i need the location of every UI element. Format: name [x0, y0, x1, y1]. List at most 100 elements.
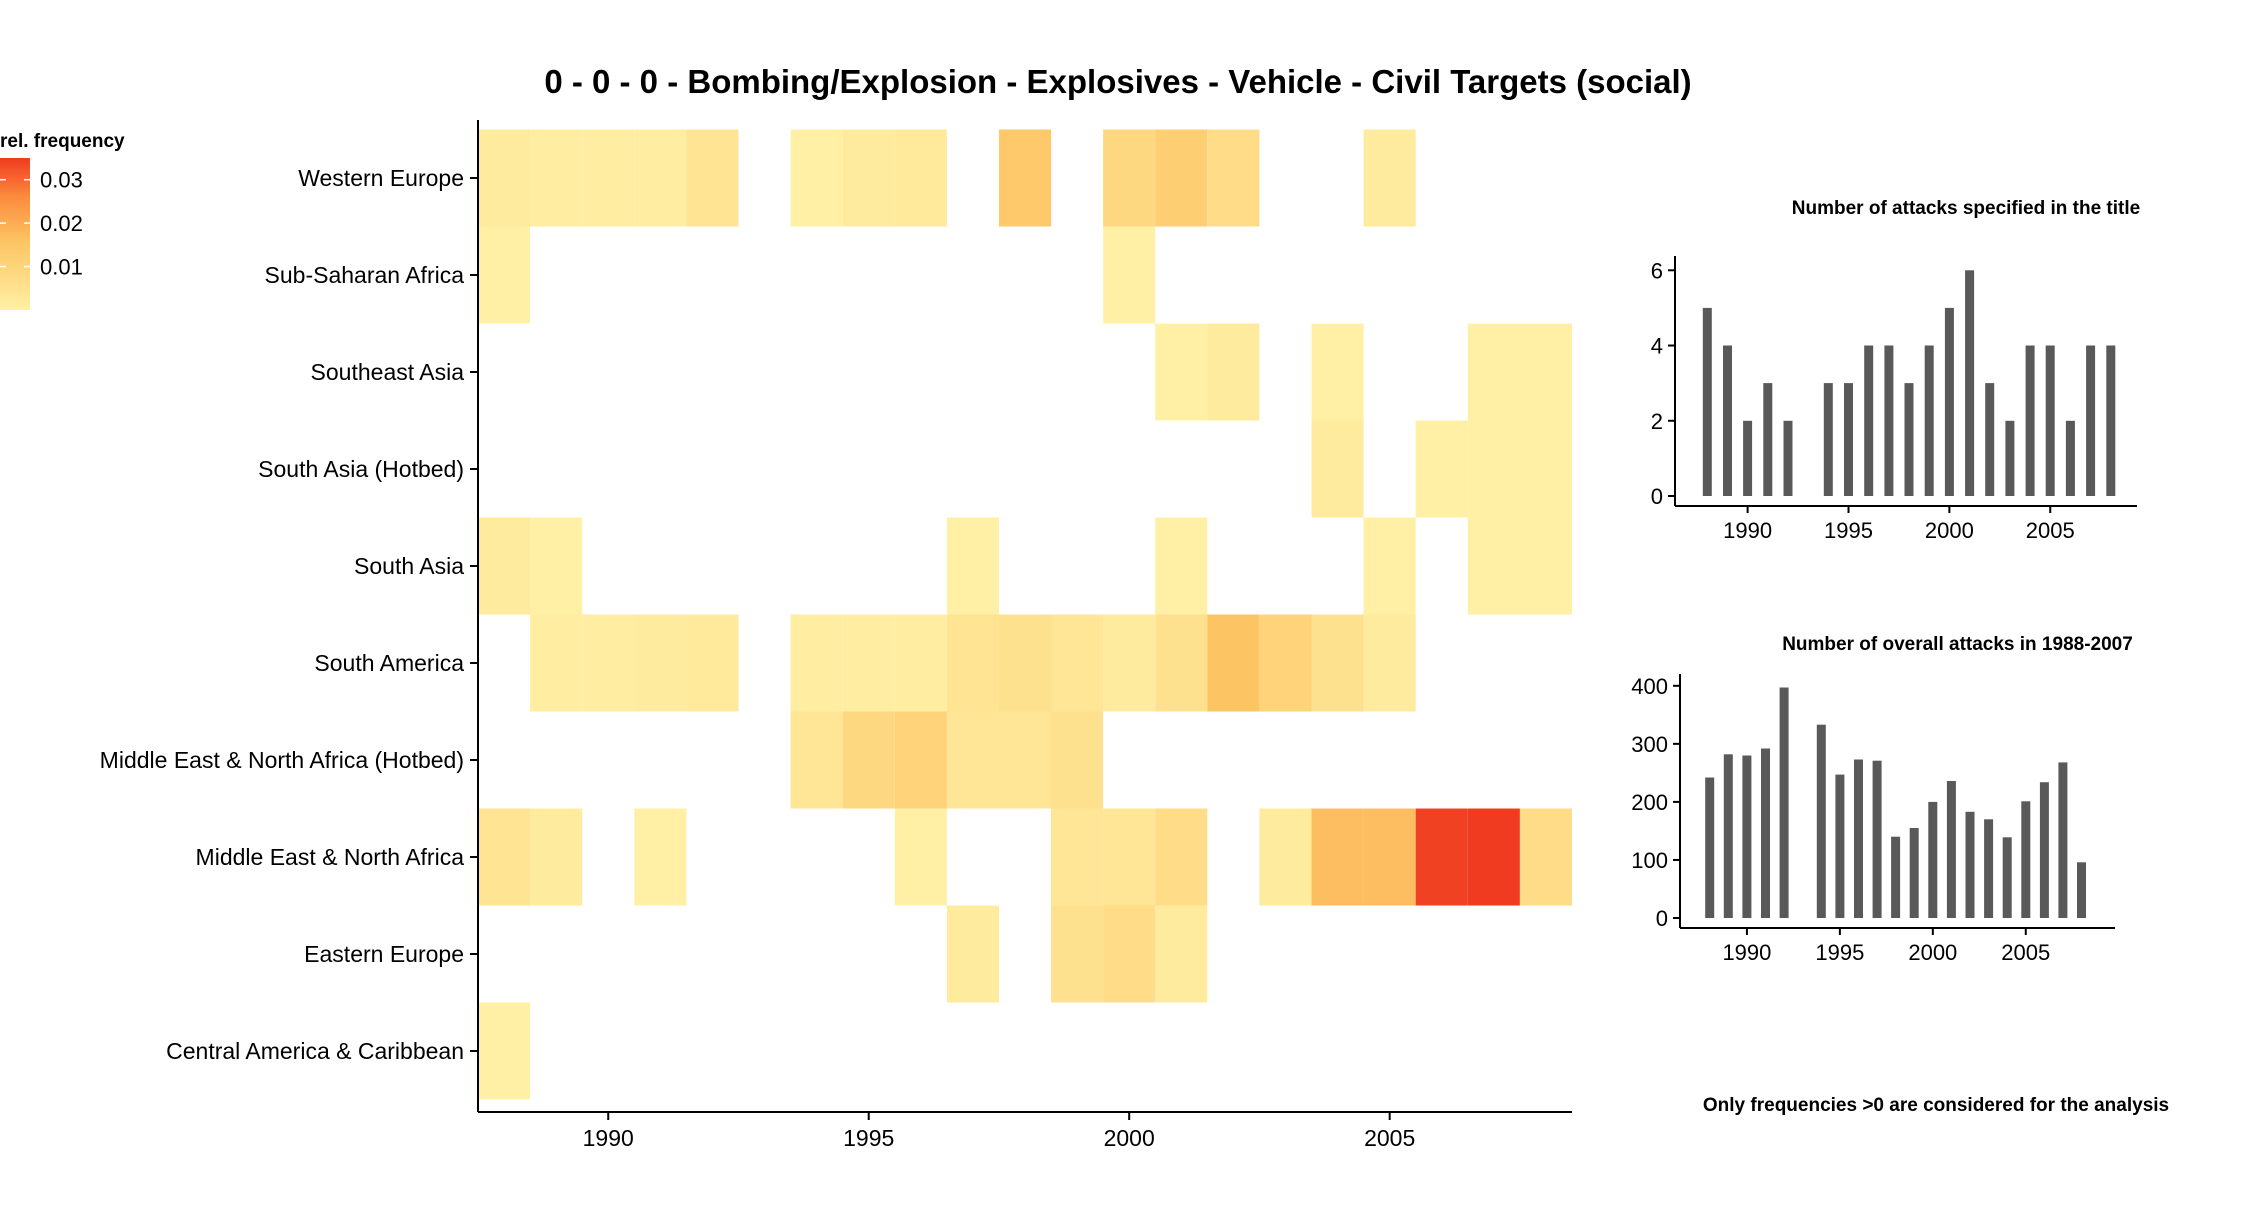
heatmap-cell: Southeast Asia 2002	[1207, 323, 1260, 421]
heatmap-cell: South America 1996	[894, 614, 947, 712]
legend-tick-label: 0.02	[40, 211, 83, 236]
heatmap-cell: Western Europe 2001	[1155, 129, 1208, 227]
region-label: Western Europe	[298, 165, 464, 191]
region-label: Middle East & North Africa	[196, 844, 465, 870]
heatmap-cell: Middle East & North Africa (Hotbed) 1997	[946, 711, 999, 809]
region-label: South America	[314, 650, 464, 676]
bar: 1994: 333	[1816, 724, 1826, 918]
heatmap-cell: Sub-Saharan Africa 1988	[478, 226, 531, 324]
legend: rel. frequency 0.01 0.02 0.03	[0, 131, 125, 310]
heatmap-cell: South America 1995	[842, 614, 895, 712]
bar: 1988: 242	[1705, 777, 1715, 918]
heatmap-cell: South Asia 1997	[946, 517, 999, 615]
heatmap-cell: Middle East & North Africa (Hotbed) 1998	[999, 711, 1052, 809]
bar: 1997: 4	[1884, 345, 1894, 496]
bar-chart-y-tick-label: 0	[1656, 906, 1668, 931]
legend-tick-label: 0.01	[40, 255, 83, 280]
heatmap-cell: Middle East & North Africa 1996	[894, 808, 947, 906]
heatmap-cell: Middle East & North Africa (Hotbed) 1996	[894, 711, 947, 809]
bar-chart-attacks-specified: Number of attacks specified in the title…	[1651, 198, 2140, 543]
heatmap-cell: Western Europe 1995	[842, 129, 895, 227]
bar-chart-y-tick-label: 100	[1631, 848, 1668, 873]
heatmap-cell: South America 1989	[530, 614, 583, 712]
bar: 1996: 4	[1864, 345, 1874, 496]
heatmap-cell: Southeast Asia 2001	[1155, 323, 1208, 421]
heatmap-cell: South Asia 2008	[1519, 517, 1572, 615]
region-label: Southeast Asia	[311, 359, 465, 385]
bar: 1989: 282	[1723, 754, 1733, 918]
bar: 1991: 3	[1763, 383, 1773, 496]
heatmap-cell: Middle East & North Africa 2007	[1467, 808, 1520, 906]
bar: 1999: 4	[1924, 345, 1934, 496]
bar: 2004: 139	[2002, 837, 2012, 918]
bar: 2008: 96	[2077, 862, 2086, 918]
bar-chart-x-tick-label: 1995	[1824, 518, 1873, 543]
heatmap-cell: Southeast Asia 2004	[1311, 323, 1364, 421]
x-tick-label: 1990	[583, 1125, 634, 1151]
heatmap-cell: South Asia 2007	[1467, 517, 1520, 615]
bar: 1989: 4	[1723, 345, 1732, 496]
heatmap-cell: Middle East & North Africa 2008	[1519, 808, 1572, 906]
bar: 2002: 3	[1985, 383, 1995, 496]
x-tick-label: 2000	[1104, 1125, 1155, 1151]
legend-title: rel. frequency	[0, 131, 125, 152]
heatmap-cell: Middle East & North Africa 2006	[1415, 808, 1468, 906]
heatmap-cell: South America 1997	[946, 614, 999, 712]
heatmap-cell: South Asia 1988	[478, 517, 531, 615]
heatmap-cell: Middle East & North Africa 2004	[1311, 808, 1364, 906]
bar-chart-x-tick-label: 1990	[1723, 518, 1772, 543]
heatmap-title: 0 - 0 - 0 - Bombing/Explosion - Explosiv…	[544, 63, 1691, 100]
bar: 1988: 5	[1702, 307, 1712, 496]
region-label: Eastern Europe	[304, 941, 464, 967]
bar: 1995: 247	[1835, 774, 1845, 918]
heatmap-cell: Central America & Caribbean 1988	[478, 1002, 531, 1100]
bar: 2006: 234	[2039, 782, 2049, 918]
heatmap-cell: Middle East & North Africa 1999	[1051, 808, 1104, 906]
heatmap-cell: Western Europe 1990	[582, 129, 635, 227]
heatmap-cell: South America 1990	[582, 614, 635, 712]
bar-chart-overall-attacks: Number of overall attacks in 1988-2007 19…	[1631, 634, 2133, 965]
bar: 1990: 280	[1742, 755, 1752, 918]
bar-chart-y-tick-label: 6	[1651, 258, 1663, 283]
heatmap-cell: Western Europe 1998	[999, 129, 1052, 227]
heatmap: 0 - 0 - 0 - Bombing/Explosion - Explosiv…	[100, 63, 1692, 1151]
bar: 2000: 200	[1928, 801, 1938, 918]
bar: 1996: 273	[1854, 759, 1863, 918]
heatmap-cell: South Asia 1989	[530, 517, 583, 615]
bar: 1997: 271	[1872, 760, 1882, 918]
heatmap-cell: South America 1994	[790, 614, 843, 712]
heatmap-cell: Western Europe 1989	[530, 129, 583, 227]
legend-tick-label: 0.03	[40, 168, 83, 193]
region-label: South Asia (Hotbed)	[258, 456, 464, 482]
heatmap-cell: Western Europe 1991	[634, 129, 687, 227]
bar: 2007: 4	[2086, 345, 2096, 496]
heatmap-cell: Eastern Europe 2000	[1103, 905, 1156, 1003]
bar: 1990: 2	[1743, 420, 1753, 496]
heatmap-cell: South Asia 2001	[1155, 517, 1208, 615]
bar-chart-y-tick-label: 4	[1651, 334, 1663, 359]
heatmap-cell: Western Europe 1994	[790, 129, 843, 227]
heatmap-cell: South America 1992	[686, 614, 739, 712]
heatmap-cell: Middle East & North Africa 1991	[634, 808, 687, 906]
bar: 1994: 3	[1823, 383, 1833, 496]
region-label: Middle East & North Africa (Hotbed)	[100, 747, 464, 773]
bar: 2005: 201	[2021, 801, 2031, 918]
heatmap-cell: South America 1999	[1051, 614, 1104, 712]
heatmap-cell: Middle East & North Africa 2005	[1363, 808, 1416, 906]
bar: 2008: 4	[2106, 345, 2116, 496]
bar-chart-title: Number of attacks specified in the title	[1792, 198, 2140, 219]
heatmap-cell: Middle East & North Africa (Hotbed) 1999	[1051, 711, 1104, 809]
bar-chart-y-tick-label: 0	[1651, 484, 1663, 509]
bar-chart-title: Number of overall attacks in 1988-2007	[1782, 634, 2133, 655]
legend-colorbar	[0, 158, 30, 310]
heatmap-cell: Middle East & North Africa 1988	[478, 808, 531, 906]
bar: 2001: 236	[1946, 781, 1956, 918]
bar-chart-x-tick-label: 2005	[2026, 518, 2075, 543]
heatmap-cell: South America 2002	[1207, 614, 1260, 712]
heatmap-cell: South America 1991	[634, 614, 687, 712]
